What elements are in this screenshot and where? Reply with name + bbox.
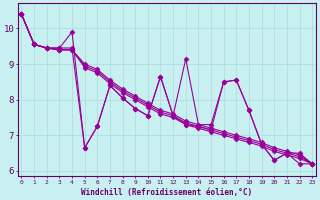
X-axis label: Windchill (Refroidissement éolien,°C): Windchill (Refroidissement éolien,°C) (81, 188, 252, 197)
